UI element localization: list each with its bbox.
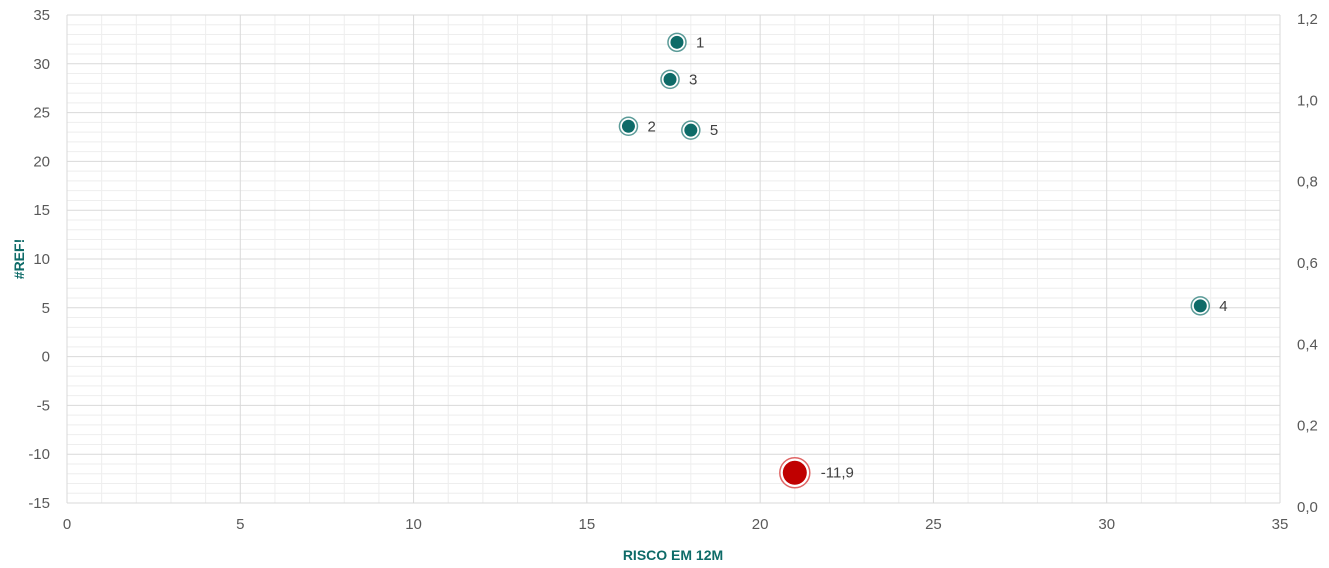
data-point: 1 <box>667 32 704 53</box>
data-point-label: 3 <box>689 71 697 88</box>
x-tick-label: 5 <box>236 516 244 533</box>
data-point-marker <box>1193 299 1207 313</box>
y-tick-label: 5 <box>42 300 50 317</box>
y-tick-label: 20 <box>33 153 50 170</box>
data-point-marker <box>663 72 677 86</box>
y-tick-label: 10 <box>33 251 50 268</box>
data-point: 3 <box>660 69 697 90</box>
secondary-y-tick-label: 1,0 <box>1297 92 1318 109</box>
y-tick-label: 30 <box>33 56 50 73</box>
x-tick-label: 0 <box>63 516 71 533</box>
data-point: 2 <box>618 116 656 137</box>
y-tick-label: 15 <box>33 202 50 219</box>
data-point-marker <box>621 119 635 133</box>
secondary-y-tick-label: 0,4 <box>1297 336 1318 353</box>
data-point-label: 4 <box>1219 298 1227 315</box>
secondary-y-tick-label: 0,8 <box>1297 174 1318 191</box>
secondary-y-tick-label: 0,0 <box>1297 499 1318 516</box>
y-axis-title: #REF! <box>11 239 27 279</box>
secondary-y-tick-label: 1,2 <box>1297 11 1318 28</box>
highlight-point-label: -11,9 <box>821 465 854 482</box>
y-tick-label: 25 <box>33 105 50 122</box>
data-point-label: 5 <box>710 122 718 139</box>
secondary-y-tick-label: 0,2 <box>1297 418 1318 435</box>
y-tick-label: -15 <box>28 495 50 512</box>
x-tick-label: 15 <box>579 516 596 533</box>
y-axis-ticks: 35 30 25 20 15 10 5 0 -5 -10 -15 <box>28 7 50 512</box>
x-tick-label: 20 <box>752 516 769 533</box>
major-gridlines <box>66 14 1281 504</box>
x-tick-label: 10 <box>405 516 422 533</box>
data-point-marker <box>684 123 698 137</box>
x-axis-title: RISCO EM 12M <box>623 547 723 563</box>
y-tick-label: 0 <box>42 349 50 366</box>
secondary-y-axis-ticks: 1,2 1,0 0,8 0,6 0,4 0,2 0,0 <box>1297 11 1318 516</box>
data-point-label: 1 <box>696 34 704 51</box>
data-points: 1 3 2 5 4 -11,9 <box>618 32 1228 489</box>
highlight-point-marker <box>782 460 807 485</box>
secondary-y-tick-label: 0,6 <box>1297 255 1318 272</box>
x-tick-label: 30 <box>1098 516 1115 533</box>
x-tick-label: 35 <box>1272 516 1289 533</box>
data-point-marker <box>670 35 684 49</box>
x-axis-ticks: 0 5 10 15 20 25 30 35 <box>63 516 1289 533</box>
x-tick-label: 25 <box>925 516 942 533</box>
y-tick-label: 35 <box>33 7 50 24</box>
data-point: 5 <box>681 120 718 140</box>
y-tick-label: -10 <box>28 446 50 463</box>
data-point: 4 <box>1190 296 1228 316</box>
highlight-point: -11,9 <box>779 456 854 489</box>
data-point-label: 2 <box>647 118 655 135</box>
y-tick-label: -5 <box>37 397 50 414</box>
